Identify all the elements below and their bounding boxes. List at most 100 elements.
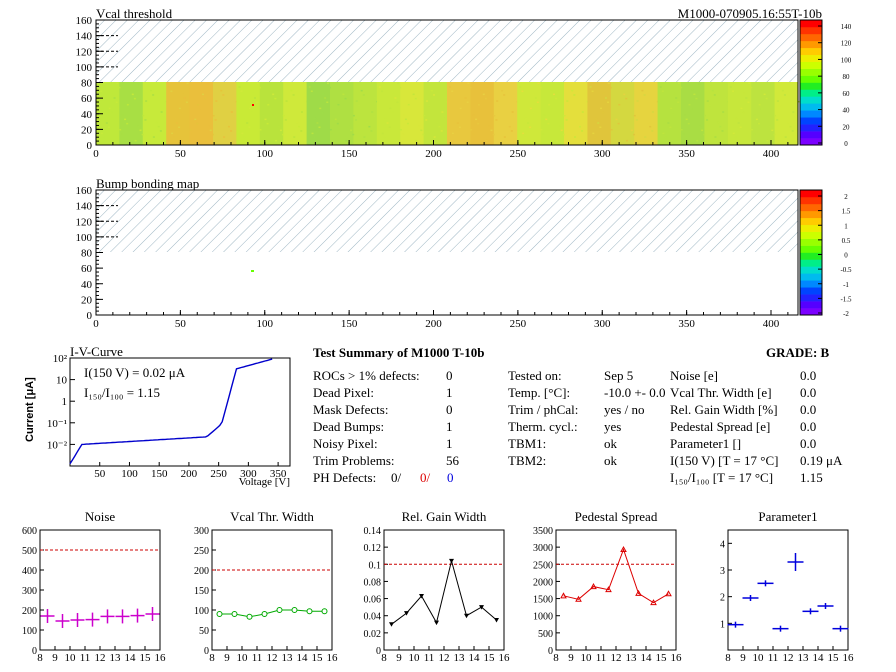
roc-block [587,82,659,145]
roc-pixel-noise [451,132,454,135]
width-row-value: 0.0 [800,385,817,400]
roc-pixel-noise [576,121,579,124]
roc-pixel-noise [124,118,127,121]
roc-pixel-noise [620,108,623,110]
roc-pixel-noise [748,82,751,85]
roc-pixel-noise [771,129,774,132]
scale1-tick-label: 140 [841,23,852,31]
roc-pixel-noise [508,125,511,128]
map2-xtick-label: 250 [510,318,527,330]
roc-pixel-noise [267,103,270,106]
test-info-row-value: yes [604,419,622,434]
roc-pixel-noise [776,100,779,102]
iv-xtick-label: 300 [240,468,257,480]
chart-series-line [391,558,497,625]
roc-pixel-noise [470,128,473,131]
iv-xtick-label: 50 [94,468,106,480]
roc-band [400,82,425,145]
roc-pixel-noise [110,111,113,114]
scale1-color-step [800,96,822,104]
chart-xtick-label: 10 [237,652,249,664]
scale1-color-step [800,54,822,62]
roc-pixel-noise [727,82,730,84]
roc-pixel-noise [285,100,288,102]
roc-pixel-noise [180,111,183,114]
roc-pixel-noise [487,83,490,85]
roc-pixel-noise [292,94,295,96]
roc-pixel-noise [651,111,654,113]
roc-pixel-noise [503,136,506,138]
scale2-color-step [800,294,822,302]
scale2-color-step [800,308,822,316]
iv-ylabel: Current [μA] [24,377,36,442]
roc-pixel-noise [207,125,210,127]
chart-xtick-label: 8 [37,652,43,664]
roc-pixel-noise [565,119,568,121]
roc-pixel-noise [163,96,166,99]
roc-pixel-noise [262,114,265,116]
width-row-value: 0.0 [800,368,817,383]
scale2-color-step [800,273,822,281]
roc-pixel-noise [779,85,782,88]
roc-pixel-noise [706,119,709,121]
roc-pixel-noise [334,118,337,121]
roc-pixel-noise [461,111,464,114]
roc-pixel-noise [253,97,256,99]
chart-ytick-label: 250 [194,546,209,557]
roc-band [704,82,729,145]
scale2-color-step [800,210,822,219]
roc-pixel-noise [444,96,447,99]
roc-pixel-noise [573,94,576,96]
roc-pixel-noise [433,136,436,138]
iv-title: I-V-Curve [70,344,123,359]
roc-pixel-noise [495,119,498,121]
test-info-row-value: yes / no [604,402,645,417]
roc-pixel-noise [310,90,313,93]
roc-pixel-noise [456,122,459,124]
roc-pixel-noise [490,129,493,132]
chart-xtick-label: 15 [828,652,840,664]
roc-pixel-noise [472,133,475,135]
roc-band [423,82,448,145]
map2-ytick-label: 120 [76,216,93,228]
scale2-color-step [800,238,822,246]
vcal-color-scale: 0 20 40 60 80 100 120 140 [799,19,852,148]
roc-pixel-noise [406,122,409,125]
roc-pixel-noise [545,118,548,121]
roc-pixel-noise [399,86,402,89]
roc-pixel-noise [646,140,649,143]
roc-pixel-noise [204,97,207,100]
width-row-label: I₁₅₀/I₁₀₀ [T = 17 °C] [670,470,774,485]
roc-pixel-noise [277,83,280,85]
roc-pixel-noise [510,130,513,132]
scale2-color-step [800,217,822,226]
roc-pixel-noise [787,121,790,124]
roc-pixel-noise [422,133,425,136]
scale1-tick-label: 100 [841,56,852,64]
chart-point [479,605,484,610]
roc-pixel-noise [529,107,532,110]
roc-pixel-noise [763,93,766,96]
chart-xtick-label: 15 [484,652,496,664]
roc-pixel-noise [155,121,158,124]
roc-pixel-noise [162,115,165,118]
map2-ytick-label: 20 [81,294,93,306]
chart-ytick-label: 3000 [533,543,553,554]
roc-pixel-noise [399,128,402,131]
roc-pixel-noise [703,133,706,136]
roc-pixel-noise [750,128,753,131]
roc-pixel-noise [368,125,371,128]
chart-xtick-label: 13 [454,652,466,664]
roc-pixel-noise [181,92,184,95]
chart-frame [39,529,161,651]
roc-pixel-noise [352,114,355,117]
roc-pixel-noise [462,92,465,95]
chart-ytick-label: 1000 [533,612,553,623]
roc-band [751,82,776,145]
scale1-tick-label: 60 [843,90,851,98]
roc-pixel-noise [747,101,750,104]
roc-pixel-noise [477,103,480,106]
roc-pixel-noise [539,86,542,89]
vcal-map-title: Vcal threshold [96,6,173,21]
